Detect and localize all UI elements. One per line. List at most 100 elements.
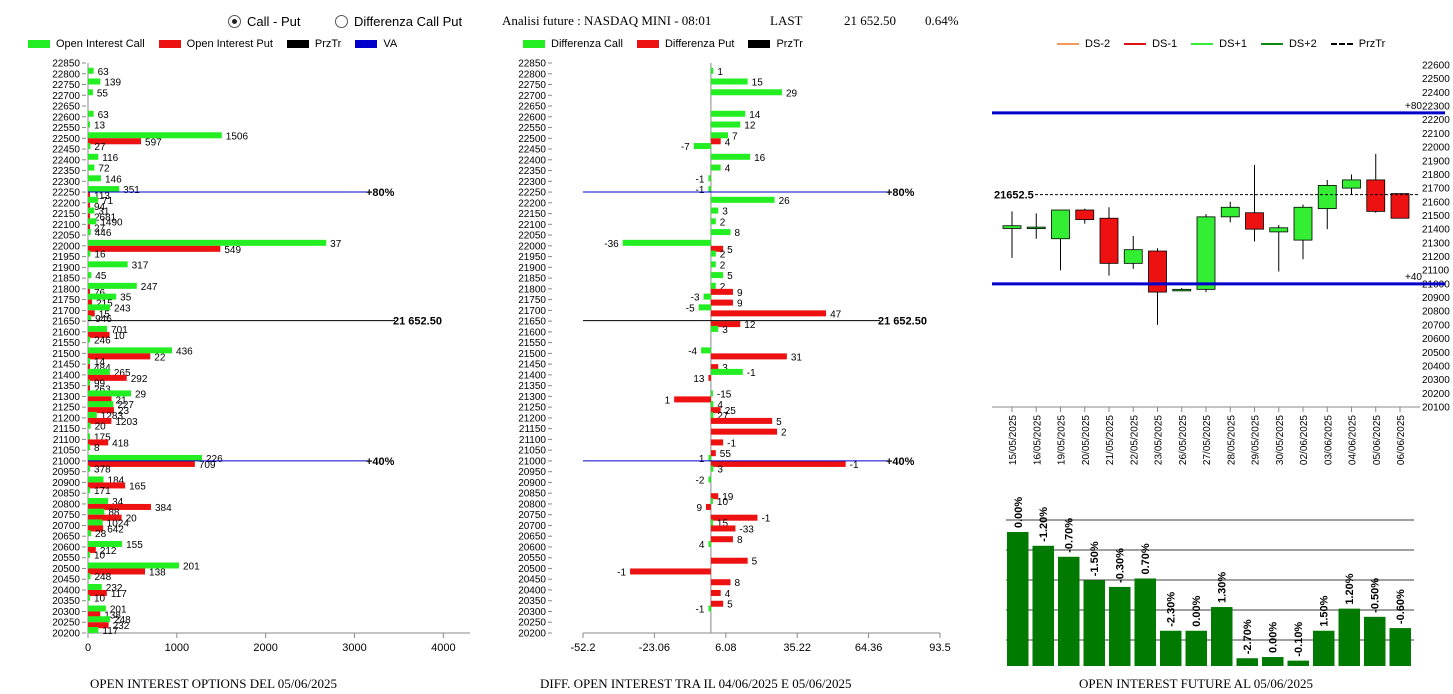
radio-diff-indicator[interactable] [335,15,348,28]
strike-tick-label: 21900 [518,263,546,274]
bar-value-label: 701 [111,325,128,336]
y-tick-label: 20900 [1422,293,1450,304]
radio-call-put[interactable]: Call - Put [228,14,300,29]
future-bar-label: -2.70% [1242,619,1254,654]
legend-label: VA [383,38,398,50]
reference-label: +80% [366,187,395,199]
legend-label: DS-1 [1152,38,1178,50]
bar-value-label: 37 [330,239,342,250]
strike-tick-label: 21400 [518,370,546,381]
bar-mark [88,433,90,440]
strike-tick-label: 21600 [518,327,546,338]
strike-tick-label: 22450 [518,145,546,156]
strike-tick-label: 20450 [52,575,80,586]
bar-mark [710,600,724,607]
bar-mark [710,245,724,252]
bar-mark [708,186,711,193]
bar-mark [630,568,711,575]
strike-tick-label: 21950 [518,252,546,263]
bar-value-label: 243 [114,303,131,314]
bar-mark [710,299,733,306]
bar-mark [710,164,721,171]
strike-tick-label: 22600 [52,112,80,123]
candle-body [1099,217,1119,264]
legend-swatch [1124,43,1147,45]
strike-tick-label: 20750 [518,510,546,521]
candle-body [1075,209,1095,220]
bar-value-label: 10 [94,551,106,562]
bar-mark [88,192,90,199]
y-tick-label: 21800 [1422,170,1450,181]
future-bar-label: 0.70% [1140,543,1152,574]
bar-value-label: 248 [114,615,131,626]
candle-body [1148,250,1167,293]
bar-mark [88,454,202,461]
strike-tick-label: 21150 [519,424,547,435]
strike-tick-label: 21850 [52,274,80,285]
bar-mark [708,374,711,381]
legend-item: DS-1 [1124,38,1177,50]
strike-tick-label: 21900 [52,263,80,274]
bar-value-label: 4 [717,400,723,411]
bar-value-label: 31 [98,207,110,218]
bar-mark [710,514,758,521]
bar-value-label: 384 [155,503,172,514]
x-tick-label: 64.36 [855,642,883,654]
strike-tick-label: 22100 [518,220,546,231]
bar-value-label: 1 [717,67,723,78]
strike-tick-label: 21800 [52,284,80,295]
strike-tick-label: 22750 [52,80,80,91]
legend-swatch [1260,43,1283,45]
bar-value-label: 1283 [101,411,124,422]
bar-value-label: -1 [696,604,705,615]
x-tick-label: 28/05/2025 [1226,415,1237,465]
bar-value-label: 5 [776,417,782,428]
bar-mark [622,239,711,246]
bar-mark [88,379,90,386]
strike-tick-label: 22150 [52,209,80,220]
legend-swatch [748,40,771,48]
bar-value-label: 1 [699,454,705,465]
strike-tick-label: 20200 [518,629,546,640]
bar-value-label: -36 [604,239,619,250]
legend-label: Differenza Call [551,38,623,50]
x-tick-label: 03/06/2025 [1323,415,1334,465]
legend-swatch [158,40,181,48]
future-bar-label: 0.00% [1268,622,1280,653]
bar-mark [88,132,222,139]
x-tick-label: 4000 [431,642,455,654]
bar-value-label: 15 [717,518,729,529]
bar-mark [88,299,92,306]
legend-item: DS+2 [1260,38,1317,50]
strike-tick-label: 22700 [52,91,80,102]
bar-mark [710,417,773,424]
bar-mark [88,417,112,424]
strike-tick-label: 22800 [518,69,546,80]
radio-call-put-indicator[interactable] [228,15,241,28]
bar-value-label: 12 [744,121,756,132]
bar-value-label: 71 [102,196,114,207]
bar-mark [88,239,327,246]
y-tick-label: 20100 [1422,403,1450,414]
candle-body [1026,226,1046,230]
strike-tick-label: 22500 [52,134,80,145]
bar-mark [88,583,102,590]
bar-mark [710,310,827,317]
future-bar [1287,660,1309,666]
reference-label: 21 652.50 [878,316,927,328]
bar-mark [88,353,151,360]
strike-tick-label: 20200 [52,629,80,640]
strike-tick-label: 22650 [52,102,80,113]
y-tick-label: 20300 [1422,375,1450,386]
bar-value-label: 201 [183,561,200,572]
bar-mark [88,627,99,633]
bar-value-label: 10 [717,497,729,508]
x-tick-label: -23.06 [639,642,670,654]
legend-diff: Differenza Call Differenza Put PrzTr [523,38,817,50]
radio-diff[interactable]: Differenza Call Put [335,14,462,29]
strike-tick-label: 21200 [518,413,546,424]
y-tick-label: 20600 [1422,334,1450,345]
bar-mark [88,331,110,338]
legend-label: Open Interest Put [186,38,273,50]
bar-value-label: 8 [735,578,741,589]
